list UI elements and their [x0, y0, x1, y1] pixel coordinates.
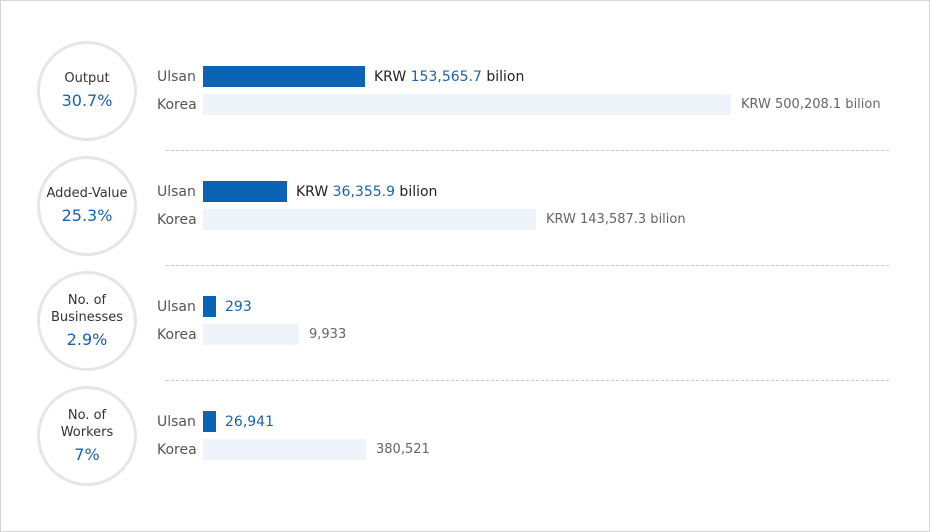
value-label-ulsan: KRW 153,565.7 bilion [374, 69, 525, 85]
value-label-korea: 380,521 [376, 442, 430, 457]
series-label-korea: Korea [157, 212, 197, 228]
bar-ulsan [203, 296, 216, 317]
category-row: Output 30.7% Ulsan KRW 153,565.7 bilion Kore… [0, 38, 928, 153]
series-label-ulsan: Ulsan [157, 184, 196, 200]
value-label-korea: 9,933 [309, 327, 347, 342]
category-circle: No. of Businesses 2.9% [37, 271, 137, 371]
bar-korea [203, 439, 366, 460]
value-label-korea: KRW 500,208.1 bilion [741, 97, 881, 112]
row-divider [166, 265, 889, 266]
category-label: Output [64, 71, 110, 86]
value-label-korea: KRW 143,587.3 bilion [546, 212, 686, 227]
category-circle: No. of Workers 7% [37, 386, 137, 486]
bar-ulsan [203, 181, 287, 202]
category-percent: 2.9% [66, 329, 108, 349]
bar-korea [203, 94, 731, 115]
series-label-korea: Korea [157, 97, 197, 113]
bar-korea [203, 324, 299, 345]
series-label-korea: Korea [157, 327, 197, 343]
category-row: No. of Businesses 2.9% Ulsan 293 Korea 9,933 [0, 268, 928, 383]
series-label-korea: Korea [157, 442, 197, 458]
category-percent: 7% [74, 444, 100, 464]
category-label: No. of Businesses [50, 292, 124, 325]
series-label-ulsan: Ulsan [157, 69, 196, 85]
series-label-ulsan: Ulsan [157, 299, 196, 315]
bar-ulsan [203, 411, 216, 432]
value-label-ulsan: 293 [225, 299, 252, 315]
series-label-ulsan: Ulsan [157, 414, 196, 430]
value-label-ulsan: KRW 36,355.9 bilion [296, 184, 438, 200]
category-circle: Output 30.7% [37, 41, 137, 141]
category-row: No. of Workers 7% Ulsan 26,941 Korea 380,521 [0, 383, 928, 498]
category-percent: 25.3% [61, 206, 113, 225]
category-row: Added-Value 25.3% Ulsan KRW 36,355.9 bilion… [0, 153, 928, 268]
bar-korea [203, 209, 536, 230]
bar-ulsan [203, 66, 365, 87]
category-label: Added-Value [46, 186, 128, 201]
category-circle: Added-Value 25.3% [37, 156, 137, 256]
category-label: No. of Workers [60, 407, 114, 440]
row-divider [166, 150, 889, 151]
row-divider [166, 380, 889, 381]
value-label-ulsan: 26,941 [225, 414, 274, 430]
category-percent: 30.7% [61, 91, 113, 110]
